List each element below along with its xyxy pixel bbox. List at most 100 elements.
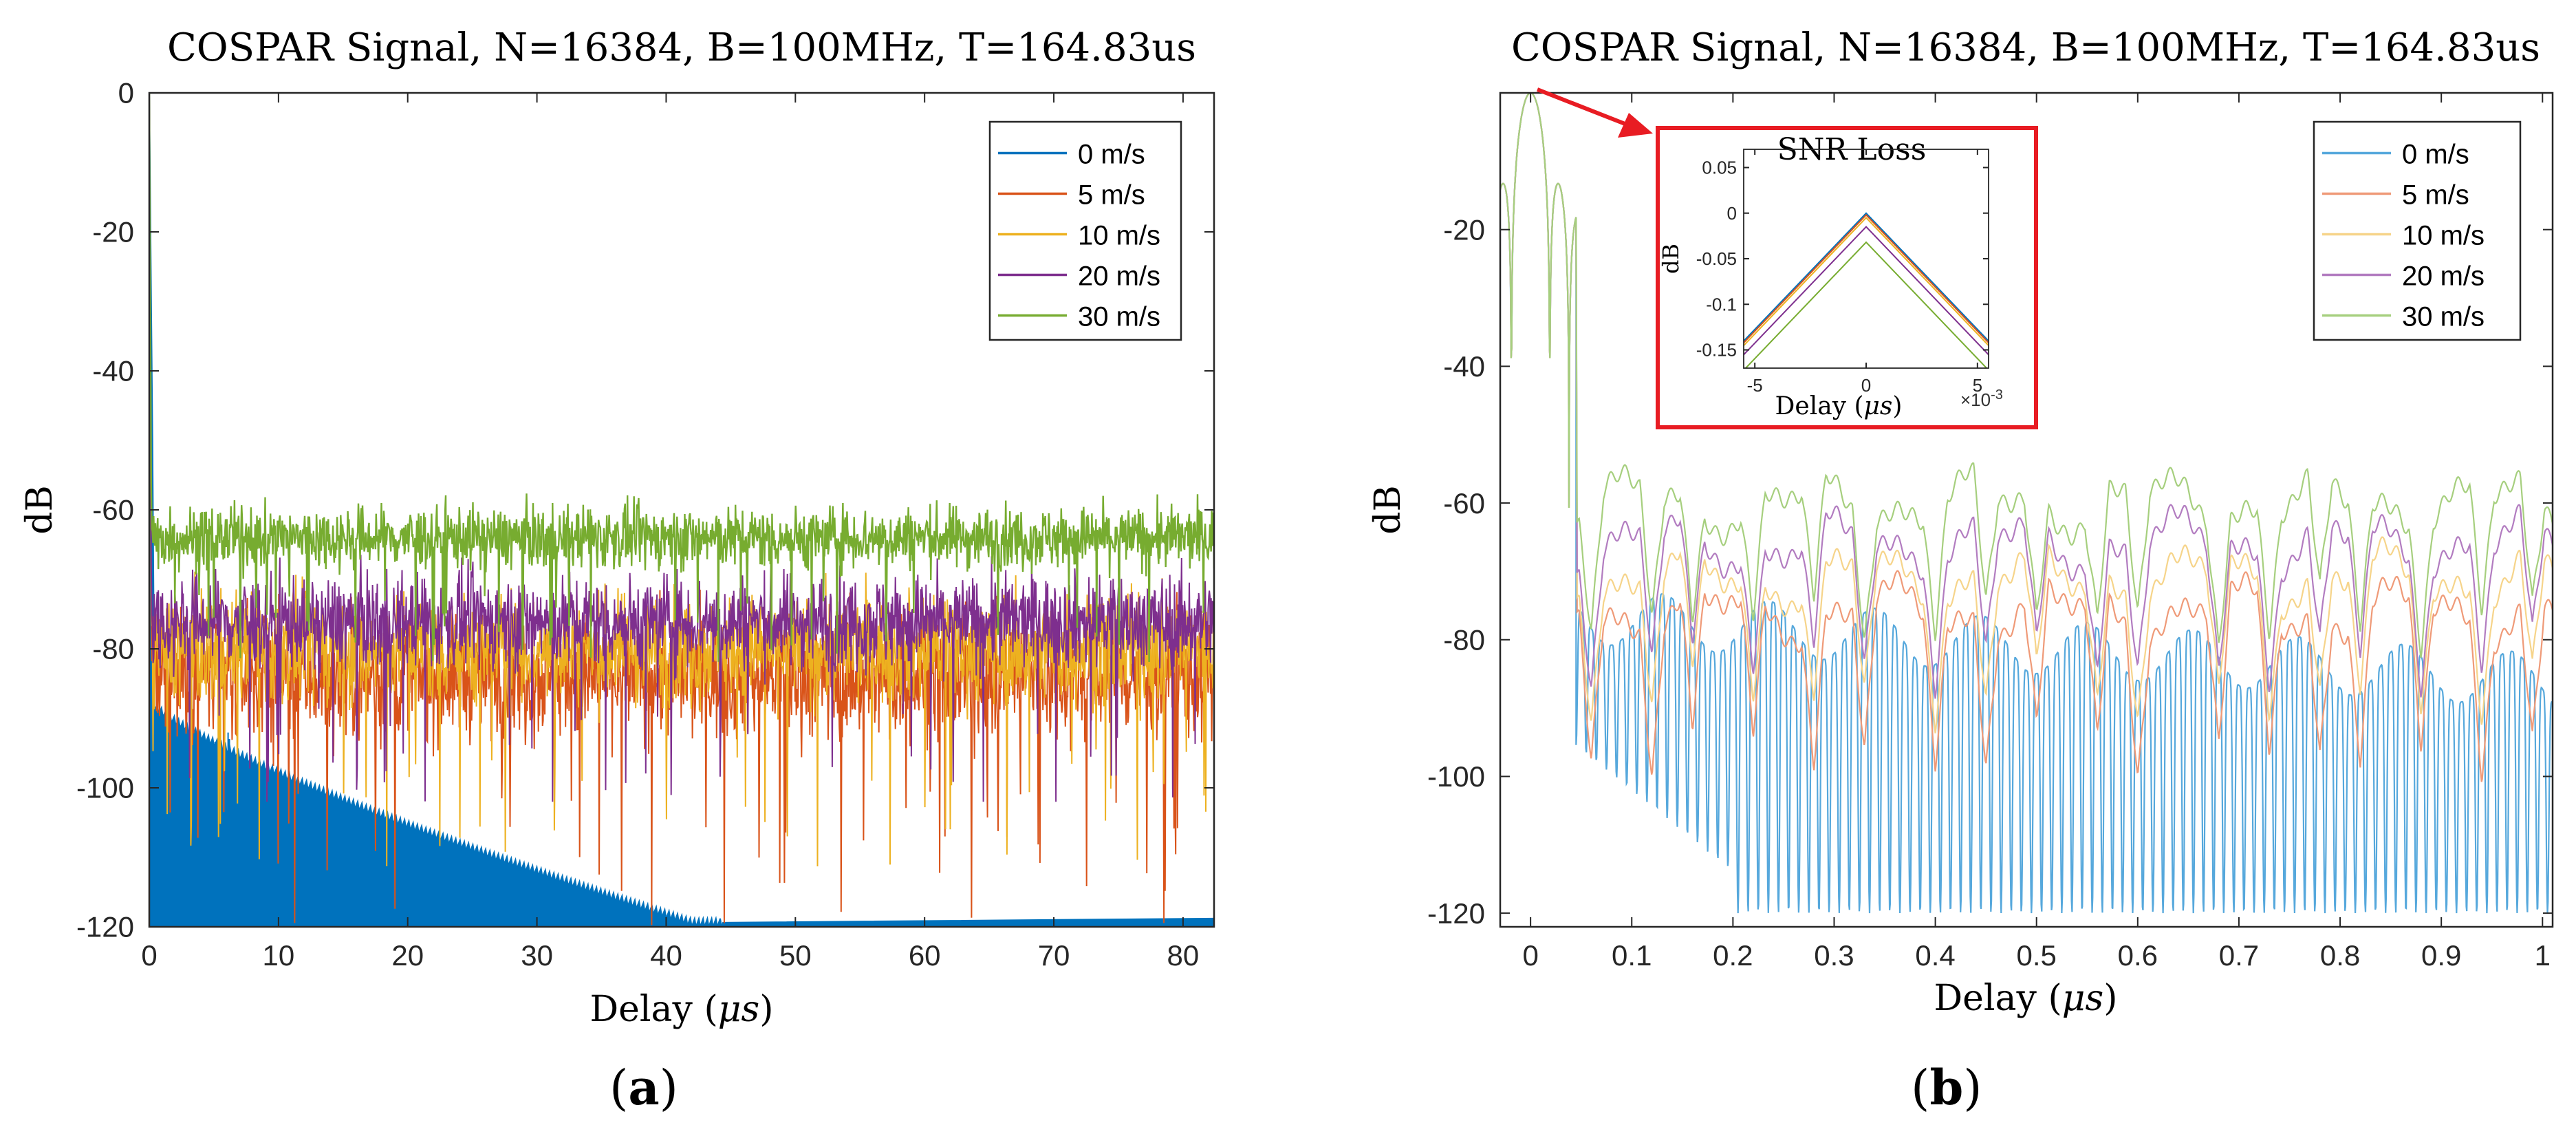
panel-a-ytick-label: -60 [92,494,134,526]
inset-arrow-line [1536,87,1632,128]
panel-b-legend-entry: 10 m/s [2402,221,2485,251]
panel-a-xlabel: Delay (μs) [589,989,773,1030]
inset-x-multiplier-exp: -3 [1991,387,2003,403]
inset-series-line [1743,212,1989,342]
panel-b-ytick-label: -20 [1443,213,1485,246]
panel-a-xlabel-unit: μs [718,989,759,1030]
panel-b-xtick-label: 0.1 [1612,939,1652,972]
panel-a-axes: 0 10 20 30 40 50 60 70 80 0 -20 -40 -60 -80 -100 -120 [76,77,1215,972]
panel-a-title: COSPAR Signal, N=16384, B=100MHz, T=164.… [167,25,1196,70]
panel-b-series [1500,93,2553,914]
panel-a-series-0ms-fill [149,93,1214,927]
panel-b-xlabel-main: Delay [1934,978,2037,1019]
panel-b-label-letter: b [1929,1059,1963,1116]
panel-b-legend-box [2313,120,2522,341]
inset-ytick-label: 0 [1727,203,1737,224]
inset-xlabel-unit: μs [1864,392,1893,420]
panel-b-xtick-label: 0.8 [2320,939,2360,972]
panel-b-ytick-label: -60 [1443,487,1485,519]
panel-a-xtick-label: 80 [1167,939,1200,972]
inset-x-multiplier-base: ×10 [1960,389,1991,410]
panel-b-series-line [1500,93,2553,658]
panel-b-ytick-label: -100 [1427,760,1485,793]
panel-a-ytick-label: 0 [118,77,134,109]
inset-series-line [1743,213,1989,343]
inset-border [1656,126,2038,429]
panel-a-label-letter: a [628,1059,659,1116]
inset-series-line [1744,241,1988,368]
panel-a-legend-entry: 0 m/s [1078,140,1145,170]
panel-a-xtick-label: 70 [1038,939,1070,972]
panel-a-xtick-label: 10 [263,939,295,972]
inset-xlabel-main: Delay [1775,392,1847,420]
inset-arrow-head [1618,113,1653,138]
panel-b-series-0ms [1500,93,2553,914]
snr-loss-inset: SNR Loss -5 0 50.050-0.05-0.1-0.15 Delay (… [1536,87,2038,429]
panel-a-ylabel: dB [19,485,61,535]
panel-b-ytick-label: -120 [1427,897,1485,930]
panel-a-ytick-label: -100 [76,772,134,804]
panel-b-xtick-label: 0.2 [1713,939,1753,972]
panel-b-xtick-label: 0.4 [1915,939,1955,972]
panel-b-legend-entry: 0 m/s [2402,140,2469,170]
inset-axes: -5 0 5 0.05 0 -0.05 -0.1 -0.15 [1696,149,1989,396]
panel-a-ytick-label: -40 [92,355,134,387]
panel-a-xtick-label: 0 [141,939,157,972]
panel-a-legend: 0 m/s 5 m/s 10 m/s 20 m/s 30 m/s [988,120,1182,341]
inset-xtick-label: 5 [1973,375,1982,396]
panel-a-xtick-label: 20 [391,939,424,972]
panel-a-ytick-label: -120 [76,911,134,943]
inset-ytick-label: -0.15 [1696,340,1737,361]
panel-b-label: (b) [1911,1059,1982,1116]
inset-series-line [1743,216,1989,346]
panel-b-title: COSPAR Signal, N=16384, B=100MHz, T=164.… [1511,25,2540,70]
panel-a-ytick-label: -20 [92,216,134,248]
panel-b-xtick-label: 0.7 [2219,939,2259,972]
inset-ytick-label: -0.05 [1696,248,1737,269]
panel-b-series-line [1500,93,2553,782]
panel-b-frame [1499,92,2554,928]
panel-b-ytick-label: -80 [1443,623,1485,656]
inset-x-multiplier: ×10-3 [1960,387,2003,410]
inset-xtick-label: 0 [1861,375,1871,396]
panel-b-xlabel: Delay (μs) [1934,978,2117,1019]
panel-b-ylabel: dB [1367,485,1409,535]
panel-b-xtick-label: 1 [2535,939,2551,972]
panel-b-xtick-label: 0.3 [1814,939,1854,972]
panel-a-label: (a) [609,1059,678,1116]
panel-b-legend-entry: 20 m/s [2402,261,2485,292]
panel-b-legend-entry: 5 m/s [2402,180,2469,211]
panel-b-xtick-label: 0.6 [2118,939,2158,972]
panel-b-xlabel-unit: μs [2062,978,2103,1019]
panel-a-legend-entry: 5 m/s [1078,180,1145,211]
panel-a-legend-entry: 20 m/s [1078,261,1160,292]
panel-a-xtick-label: 30 [521,939,553,972]
inset-xlabel: Delay (μs) [1775,392,1903,420]
panel-b-legend: 0 m/s 5 m/s 10 m/s 20 m/s 30 m/s [2313,120,2522,341]
panel-b-legend-entry: 30 m/s [2402,302,2485,332]
panel-a: COSPAR Signal, N=16384, B=100MHz, T=164.… [19,25,1215,1116]
panel-a-legend-entry: 10 m/s [1078,221,1160,251]
panel-b-axes: 0 0.1 0.2 0.3 0.4 0.5 0.6 0.7 0.8 0.9 1 -20 -40 -60 -8… [1427,92,2554,972]
inset-ytick-label: -0.1 [1706,294,1737,314]
panel-b-series-line [1500,93,2553,733]
inset-ytick-label: 0.05 [1702,158,1737,178]
inset-xtick-label: -5 [1747,375,1763,396]
panel-a-xtick-label: 40 [650,939,682,972]
panel-a-legend-box [988,120,1182,341]
panel-a-series [149,93,1214,927]
panel-b-xtick-label: 0.9 [2421,939,2461,972]
panel-b-ytick-label: -40 [1443,350,1485,383]
panel-a-xlabel-main: Delay [589,989,693,1030]
panel-b-series-line [1500,93,2553,699]
panel-a-series-line [149,93,1214,663]
panel-b-xtick-label: 0 [1522,939,1538,972]
panel-a-xtick-label: 50 [779,939,812,972]
panel-b-xtick-label: 0.5 [2017,939,2057,972]
panel-a-xtick-label: 60 [909,939,941,972]
inset-ylabel: dB [1658,244,1684,274]
panel-a-ytick-label: -80 [92,633,134,665]
inset-series-line [1743,226,1989,356]
panel-a-series-0ms-spikes [152,732,230,927]
